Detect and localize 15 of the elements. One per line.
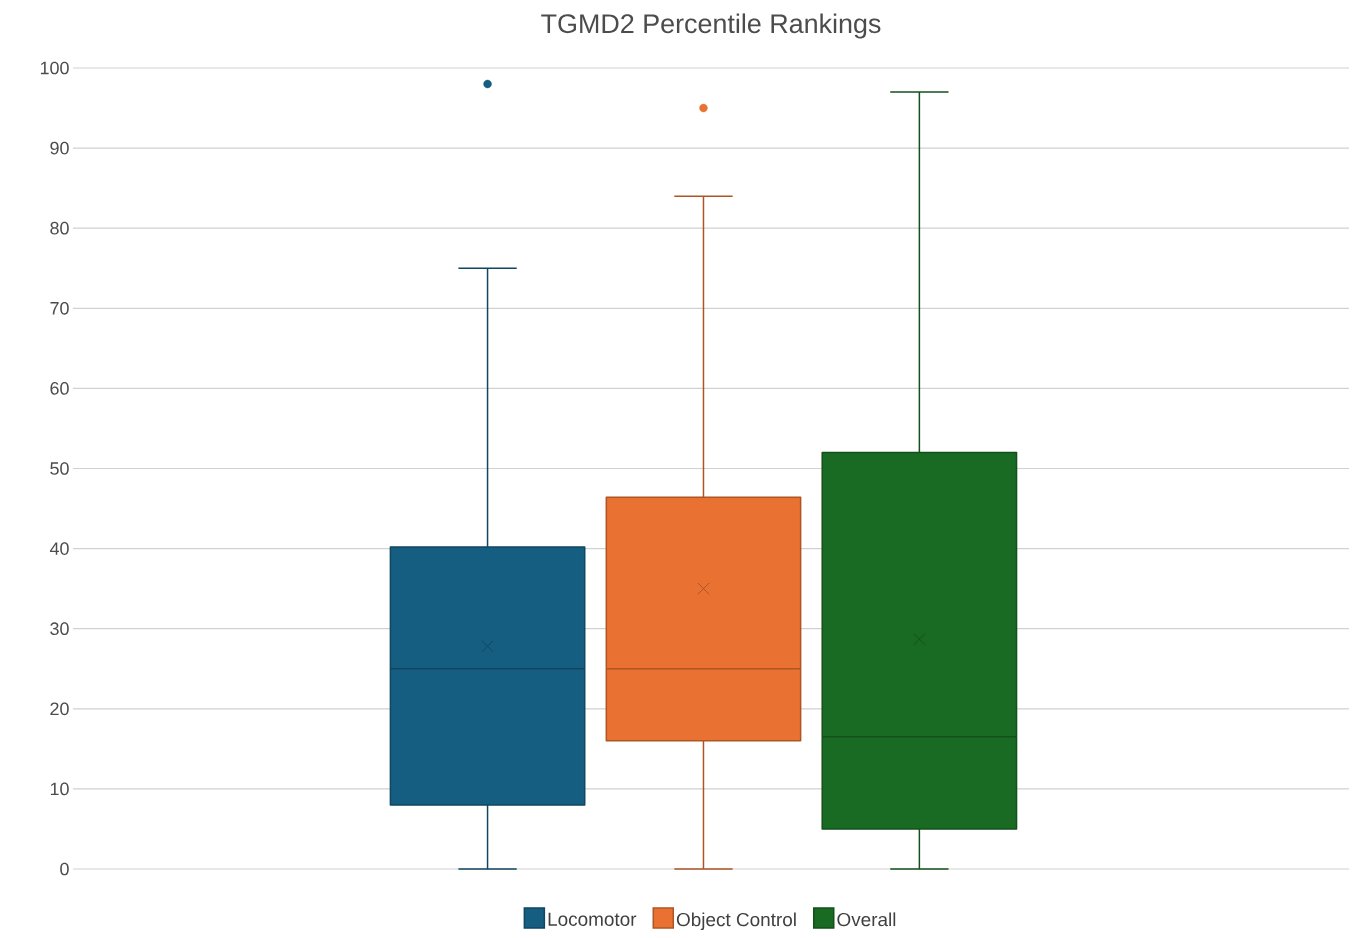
legend-label: Locomotor: [548, 912, 637, 926]
y-tick-label: 100: [40, 61, 69, 75]
y-tick-label: 40: [49, 542, 69, 555]
legend-label: Object Control: [676, 912, 796, 931]
chart-title: TGMD2 Percentile Rankings: [541, 13, 881, 39]
y-tick-label: 80: [50, 221, 69, 235]
legend-label: Overall: [837, 912, 896, 927]
y-tick-label: 30: [50, 622, 69, 636]
y-tick-label: 0: [60, 862, 69, 876]
y-tick-label: 20: [50, 702, 69, 716]
y-tick-label: 60: [50, 382, 69, 395]
y-tick-label: 10: [50, 782, 69, 796]
y-tick-label: 70: [50, 301, 69, 315]
y-tick-label: 90: [50, 141, 69, 155]
y-tick-label: 50: [50, 462, 69, 475]
